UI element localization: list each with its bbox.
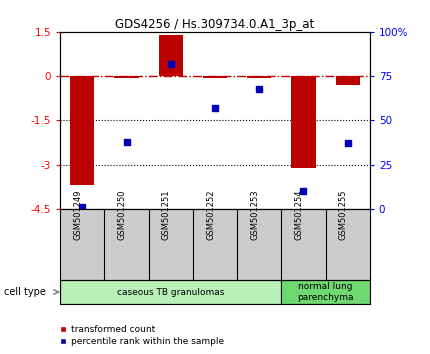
Text: GSM501252: GSM501252 <box>206 189 215 240</box>
Bar <box>281 280 370 304</box>
Bar <box>203 76 227 78</box>
Text: normal lung
parenchyma: normal lung parenchyma <box>297 282 354 302</box>
Title: GDS4256 / Hs.309734.0.A1_3p_at: GDS4256 / Hs.309734.0.A1_3p_at <box>115 18 315 31</box>
Text: GSM501255: GSM501255 <box>339 189 348 240</box>
Bar <box>335 76 360 85</box>
Text: GSM501254: GSM501254 <box>295 189 304 240</box>
Bar <box>247 76 271 78</box>
Bar <box>70 76 95 185</box>
Text: GSM501251: GSM501251 <box>162 189 171 240</box>
Bar <box>114 76 139 78</box>
Legend: transformed count, percentile rank within the sample: transformed count, percentile rank withi… <box>56 321 227 349</box>
Text: GSM501249: GSM501249 <box>73 189 82 240</box>
Text: cell type: cell type <box>4 287 46 297</box>
Bar <box>159 35 183 76</box>
Text: caseous TB granulomas: caseous TB granulomas <box>117 287 224 297</box>
Bar <box>60 280 281 304</box>
Text: GSM501253: GSM501253 <box>250 189 259 240</box>
Bar <box>291 76 316 167</box>
Text: GSM501250: GSM501250 <box>117 189 126 240</box>
